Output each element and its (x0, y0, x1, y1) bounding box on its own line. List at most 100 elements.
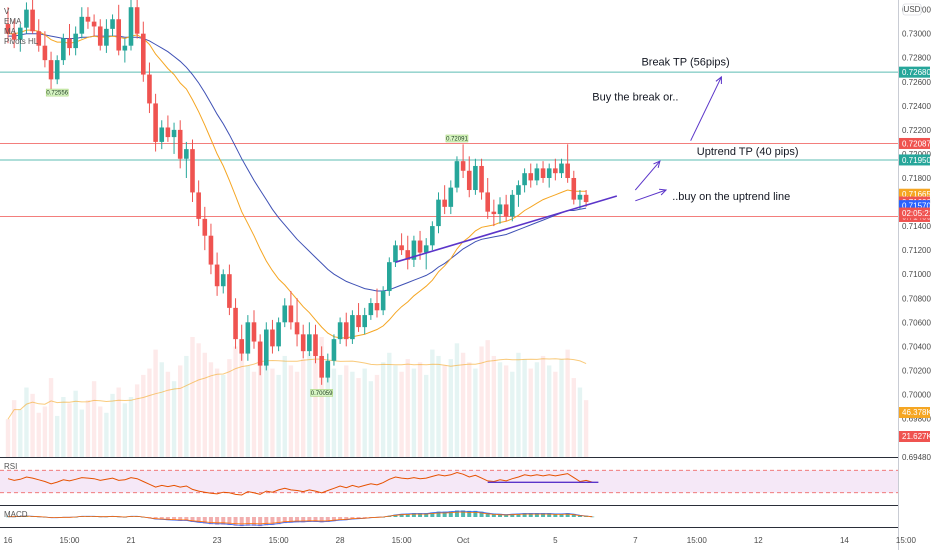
price-tick-label: 0.69800 (902, 415, 931, 424)
macd-histogram-bar (172, 517, 177, 521)
candle-body (227, 274, 232, 308)
volume-bar (257, 349, 263, 457)
macd-histogram-bar (153, 517, 158, 520)
level-price-tag-bg (899, 154, 930, 166)
volume-bar (79, 409, 84, 457)
annotation: ..buy on the uptrend line (672, 191, 790, 203)
macd-histogram-bar (288, 517, 293, 523)
price-tick-label: 0.71800 (902, 174, 931, 183)
volume-bar (448, 359, 453, 457)
volume-bar (553, 371, 558, 457)
macd-histogram-bar (208, 517, 213, 525)
candle-body (528, 173, 534, 181)
volume-bar (214, 368, 220, 457)
candle-body (153, 103, 158, 142)
candle-body (239, 339, 244, 354)
time-tick-label: 14 (840, 536, 849, 545)
macd-histogram-bar (448, 511, 453, 517)
candle-body (534, 168, 540, 181)
pivot-label: 0.70059 (311, 391, 333, 397)
arrow-head (659, 188, 668, 196)
volume-bar (42, 406, 48, 457)
time-tick-label: 15:00 (59, 536, 80, 545)
candle-body (251, 322, 257, 342)
volume-bar (436, 355, 441, 457)
volume-bar (491, 355, 497, 457)
price-tick-label: 0.72600 (902, 78, 931, 87)
volume-avg-tag-bg (899, 407, 930, 418)
candle-body (165, 127, 171, 138)
volume-bar (337, 374, 343, 457)
candle-body (245, 322, 251, 354)
macd-histogram-bar (405, 513, 410, 517)
candle-body (516, 185, 521, 195)
volume-bar (141, 374, 146, 457)
pivot-label-box (310, 389, 333, 397)
time-tick-label: 15:00 (687, 536, 708, 545)
candle-body (307, 334, 312, 352)
price-tick-label: 0.70800 (902, 294, 931, 303)
volume-bar (559, 359, 564, 457)
volume-bar (516, 352, 521, 457)
volume-bar (11, 400, 17, 457)
countdown-label: 02:05:21 (902, 209, 932, 218)
candle-body (196, 192, 201, 219)
candle-body (116, 19, 121, 51)
time-tick-label: 5 (553, 536, 558, 545)
macd-histogram-bar (430, 512, 435, 517)
macd-histogram-bar (239, 517, 244, 527)
volume-bar (147, 368, 152, 457)
volume-bar (159, 362, 164, 457)
candle-body (583, 194, 589, 203)
volume-bar (276, 374, 281, 457)
volume-bar (313, 346, 318, 457)
candle-body (362, 315, 367, 328)
macd-histogram-bar (202, 517, 207, 524)
price-axis-background (899, 0, 932, 550)
macd-histogram-bar (571, 513, 576, 517)
candle-body (294, 322, 300, 335)
volume-bar (73, 390, 78, 457)
candle-body (73, 33, 78, 49)
volume-bar (24, 387, 29, 457)
level-price-tag: 0.72087 (902, 139, 931, 148)
macd-histogram-bar (258, 517, 263, 527)
volume-bar (196, 343, 201, 457)
candle-body (190, 149, 195, 193)
price-tick-label: 0.70400 (902, 342, 931, 351)
volume-bar (104, 412, 109, 457)
time-tick-label: 21 (127, 536, 136, 545)
candle-body (270, 329, 275, 347)
candle-body (337, 322, 343, 340)
volume-bar (36, 412, 41, 457)
volume-average-line (7, 358, 587, 420)
volume-bar (362, 368, 367, 457)
candle-body (503, 204, 509, 217)
indicator-legend-item: Pivots HL (4, 37, 39, 46)
candle-body (479, 165, 484, 193)
annotation: Break TP (56pips) (641, 57, 729, 69)
candle-body (282, 305, 288, 323)
macd-histogram-bar (559, 513, 564, 517)
level-price-tag: 0.72680 (902, 68, 931, 77)
volume-avg-tag: 46.378K (902, 408, 932, 417)
candle-body (405, 250, 411, 260)
rsi-band (0, 470, 898, 493)
pivot-label-box (445, 134, 469, 143)
candle-body (36, 31, 42, 46)
price-tick-label: 0.72800 (902, 54, 931, 63)
macd-histogram-bar (301, 517, 306, 523)
time-tick-label: 16 (4, 536, 13, 545)
volume-bar (178, 365, 183, 457)
volume-bar (565, 349, 570, 457)
volume-pane (5, 337, 589, 457)
volume-bar (534, 362, 540, 457)
currency-label: USD (904, 5, 921, 14)
volume-bar (473, 368, 478, 457)
time-tick-label: Oct (457, 536, 470, 545)
macd-histogram-bar (338, 517, 343, 521)
macd-label: MACD (4, 510, 28, 519)
candle-body (288, 305, 294, 323)
